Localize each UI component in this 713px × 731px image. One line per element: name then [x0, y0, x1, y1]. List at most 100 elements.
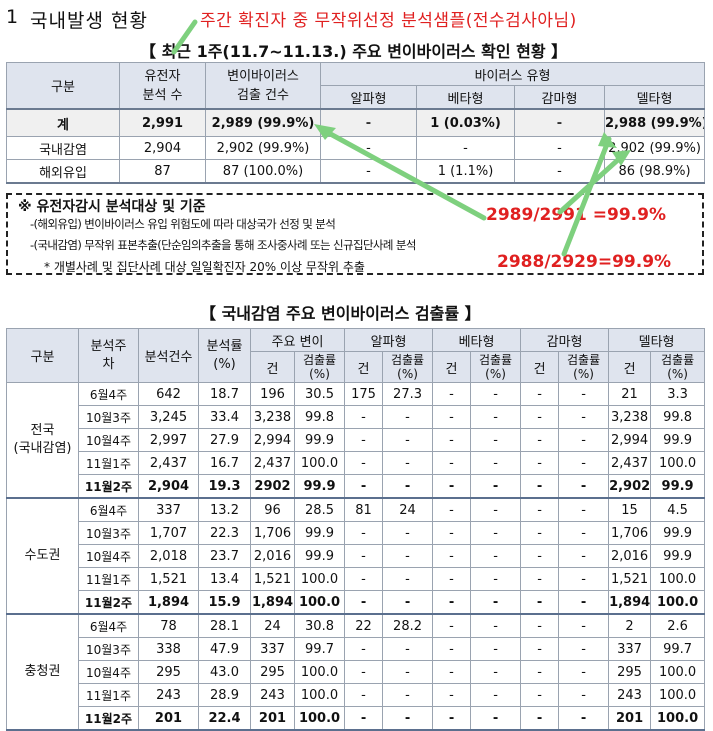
variant-status-table: 구분 유전자 분석 수 변이바이러스 검출 건수 바이러스 유형 알파형 베타형…: [6, 62, 706, 184]
table-cell: 2,904: [138, 474, 199, 499]
header-delta: 델타형: [608, 328, 706, 352]
table-cell: -: [558, 382, 610, 406]
table-cell: 13.2: [198, 497, 251, 522]
header-detect-rate: 검출률 (%): [382, 351, 434, 383]
table-row: 11월2주 2,904 19.3 2902 99.9- - - - - -2,902 99.9: [7, 474, 706, 499]
table-cell: 100.0: [293, 451, 346, 475]
table-cell: -: [520, 544, 560, 568]
table-cell: -: [382, 521, 434, 545]
table-row: 해외유입 87 87 (100.0%) - 1 (1.1%) - 86 (98.…: [6, 159, 706, 184]
table-cell: 2,016: [608, 544, 652, 568]
table-cell: 1,521: [250, 567, 295, 591]
table-cell: -: [344, 474, 384, 499]
region-label: 전국 (국내감염): [6, 382, 79, 499]
table-cell: -: [520, 660, 560, 684]
table-cell: 99.9: [293, 474, 346, 499]
table-cell: 201: [138, 706, 199, 731]
table-cell: -: [320, 159, 417, 184]
table-cell: 28.5: [293, 497, 346, 522]
table-cell: -: [320, 108, 417, 137]
header-gamma: 감마형: [520, 328, 610, 352]
table-cell: 295: [250, 660, 295, 684]
table-cell: 100.0: [650, 590, 706, 615]
calc-annotation: 2989/2991 =99.9%: [486, 205, 666, 225]
header-delta: 델타형: [603, 85, 706, 110]
table-cell: 1,894: [250, 590, 295, 615]
table-cell: 2,437: [138, 451, 199, 475]
criteria-note-line: * 개별사례 및 집단사례 대상 일일확진자 20% 이상 무작위 추출: [44, 260, 365, 274]
table-cell: 100.0: [293, 590, 346, 615]
table-cell: 99.9: [650, 428, 706, 452]
table-cell: -: [344, 521, 384, 545]
table-cell: 100.0: [293, 660, 346, 684]
table-cell: 22.3: [198, 521, 251, 545]
table-cell: -: [382, 567, 434, 591]
table-row: 계 2,991 2,989 (99.9%) - 1 (0.03%) - 2,98…: [6, 108, 706, 137]
table-cell: 3,238: [250, 405, 295, 429]
header-cases: 건: [344, 351, 384, 383]
table-cell: 24: [382, 497, 434, 522]
table-cell: 11월1주: [78, 451, 139, 475]
table-row: 11월1주 1,521 13.4 1,521 100.0- - - - - -1,521 100.0: [7, 567, 706, 591]
table-cell: 11월2주: [78, 474, 139, 499]
table-cell: 2902: [250, 474, 295, 499]
table-row: 10월3주 338 47.9 337 99.7- - - - - -337 99.7: [7, 637, 706, 661]
table-cell: 계: [6, 108, 120, 137]
table-cell: 10월3주: [78, 405, 139, 429]
table-row: 국내감염 2,904 2,902 (99.9%) - - - 2,902 (99…: [6, 136, 706, 160]
table-cell: 201: [250, 706, 295, 731]
header-alpha: 알파형: [344, 328, 434, 352]
table-cell: 337: [138, 497, 199, 522]
table-cell: -: [470, 613, 522, 638]
criteria-note-line: -(해외유입) 변이바이러스 유입 위험도에 따라 대상국가 선정 및 분석: [30, 217, 336, 231]
table-cell: -: [344, 706, 384, 731]
table-cell: 11월1주: [78, 683, 139, 707]
table-cell: 99.9: [650, 544, 706, 568]
table-cell: 11월2주: [78, 706, 139, 731]
table-cell: -: [470, 451, 522, 475]
table-cell: -: [558, 405, 610, 429]
header-cases: 건: [608, 351, 652, 383]
table-cell: -: [344, 451, 384, 475]
table-cell: 81: [344, 497, 384, 522]
table-cell: 10월4주: [78, 544, 139, 568]
header-detect-rate: 검출률 (%): [558, 351, 610, 383]
table-cell: -: [382, 428, 434, 452]
table-row: 11월2주 201 22.4 201 100.0- - - - - -201 100.0: [7, 706, 706, 731]
table-cell: 99.7: [650, 637, 706, 661]
table-cell: -: [520, 613, 560, 638]
table-cell: 2,902: [608, 474, 652, 499]
header-main: 주요 변이: [249, 328, 346, 352]
table-cell: 642: [138, 382, 199, 406]
table-cell: 337: [608, 637, 652, 661]
table-cell: 2,902 (99.9%): [205, 136, 321, 160]
table-cell: -: [558, 544, 610, 568]
table-cell: -: [520, 474, 560, 499]
table-cell: 30.5: [293, 382, 346, 406]
table-cell: -: [432, 451, 472, 475]
calc-annotation: 2988/2929=99.9%: [497, 252, 672, 272]
table-cell: 43.0: [198, 660, 251, 684]
table-cell: 2,437: [250, 451, 295, 475]
table-cell: -: [382, 451, 434, 475]
table-cell: -: [470, 544, 522, 568]
table-cell: 100.0: [650, 567, 706, 591]
table-cell: 2: [608, 613, 652, 638]
table-cell: 27.3: [382, 382, 434, 406]
table-cell: -: [432, 613, 472, 638]
table-cell: 15: [608, 497, 652, 522]
table-cell: 295: [138, 660, 199, 684]
table-cell: 10월3주: [78, 521, 139, 545]
table-cell: 2,904: [119, 136, 206, 160]
table-cell: -: [514, 108, 605, 137]
table-cell: 23.7: [198, 544, 251, 568]
table-cell: 19.3: [198, 474, 251, 499]
header-detect-rate: 검출률 (%): [470, 351, 522, 383]
table-cell: -: [514, 136, 605, 160]
table-cell: 96: [250, 497, 295, 522]
table-cell: -: [432, 497, 472, 522]
table-cell: -: [432, 382, 472, 406]
table-cell: 243: [608, 683, 652, 707]
table-cell: 11월2주: [78, 590, 139, 615]
table-cell: -: [558, 474, 610, 499]
